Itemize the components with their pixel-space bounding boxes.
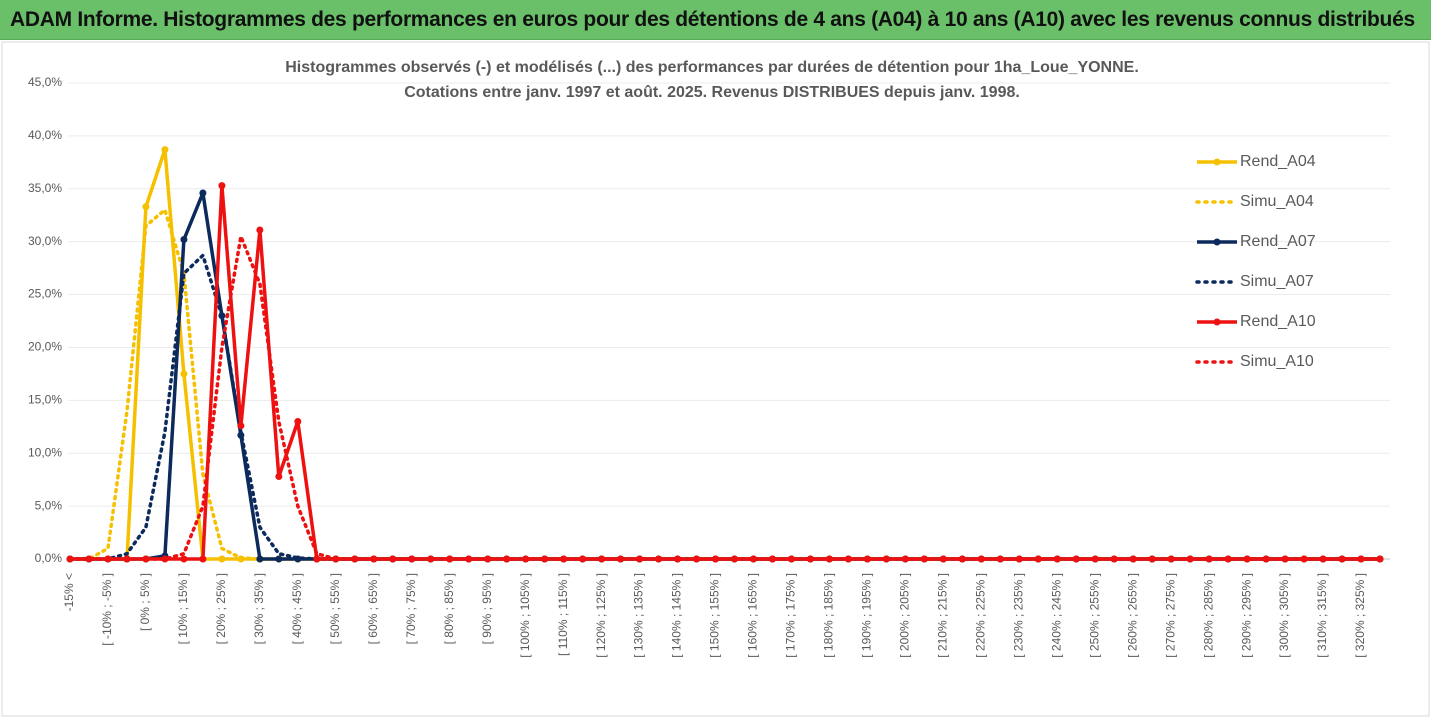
series-line <box>68 234 1382 561</box>
legend-label: Rend_A10 <box>1240 313 1316 330</box>
x-tick-label: [ 250% ; 255% ] <box>1087 573 1101 658</box>
x-tick-label: [ 200% ; 205% ] <box>898 573 912 658</box>
chart: Histogrammes observés (-) et modélisés (… <box>1 41 1430 717</box>
legend-marker <box>1213 318 1221 326</box>
point <box>218 182 226 190</box>
x-tick-label: [ 110% ; 115% ] <box>556 573 570 656</box>
chart-subtitle: Cotations entre janv. 1997 et août. 2025… <box>404 84 1020 101</box>
point <box>1034 555 1042 563</box>
legend-label: Simu_A10 <box>1240 353 1314 370</box>
y-tick-label: 25,0% <box>28 287 62 301</box>
y-tick-label: 0,0% <box>35 551 63 565</box>
x-tick-label: [ 130% ; 135% ] <box>632 573 646 658</box>
point <box>503 555 511 563</box>
header-title: ADAM Informe. Histogrammes des performan… <box>10 8 1415 31</box>
point <box>256 555 264 563</box>
legend-label: Simu_A07 <box>1240 273 1314 290</box>
point <box>142 203 150 211</box>
x-tick-label: [ 320% ; 325% ] <box>1353 573 1367 658</box>
x-tick-label: [ 190% ; 195% ] <box>860 573 874 658</box>
point <box>313 555 321 563</box>
x-tick-label: [ 230% ; 235% ] <box>1011 573 1025 658</box>
x-tick-label: [ 270% ; 275% ] <box>1163 573 1177 658</box>
point <box>180 555 188 563</box>
point <box>712 555 720 563</box>
y-tick-label: 40,0% <box>28 128 62 142</box>
legend-marker <box>1213 238 1221 246</box>
x-tick-label: [ 20% ; 25% ] <box>214 573 228 644</box>
x-tick-label: [ 210% ; 215% ] <box>936 573 950 658</box>
point <box>294 417 302 425</box>
x-tick-label: [ 120% ; 125% ] <box>594 573 608 658</box>
y-tick-label: 35,0% <box>28 181 62 195</box>
header-bar: ADAM Informe. Histogrammes des performan… <box>0 0 1431 40</box>
chart-title: Histogrammes observés (-) et modélisés (… <box>285 59 1139 76</box>
point <box>180 236 188 244</box>
point <box>180 370 188 378</box>
legend-label: Rend_A07 <box>1240 233 1316 250</box>
x-tick-label: [ 40% ; 45% ] <box>290 573 304 644</box>
point <box>579 555 587 563</box>
y-tick-label: 5,0% <box>35 498 63 512</box>
y-tick-label: 10,0% <box>28 445 62 459</box>
legend-label: Rend_A04 <box>1240 153 1316 170</box>
x-tick-label: [ 50% ; 55% ] <box>328 573 342 644</box>
x-tick-label: [ 310% ; 315% ] <box>1315 573 1329 658</box>
point <box>237 422 245 430</box>
point <box>636 555 644 563</box>
point <box>1300 555 1308 563</box>
point <box>1167 555 1175 563</box>
x-tick-label: [ -10% ; -5% ] <box>100 573 114 646</box>
legend-marker <box>1213 158 1221 166</box>
x-tick-label: [ 60% ; 65% ] <box>366 573 380 644</box>
x-tick-label: [ 0% ; 5% ] <box>138 573 152 631</box>
point <box>85 555 93 563</box>
point <box>199 555 207 563</box>
chart-border <box>1 41 1430 717</box>
point <box>370 555 378 563</box>
y-tick-label: 15,0% <box>28 393 62 407</box>
x-tick-label: [ 80% ; 85% ] <box>442 573 456 644</box>
x-tick-label: [ 100% ; 105% ] <box>518 573 532 658</box>
x-tick-label: [ 300% ; 305% ] <box>1277 573 1291 658</box>
x-tick-label: [ 160% ; 165% ] <box>746 573 760 658</box>
point <box>256 226 264 234</box>
point <box>275 555 283 563</box>
point <box>218 555 226 563</box>
x-tick-label: [ 90% ; 95% ] <box>480 573 494 644</box>
legend-label: Simu_A04 <box>1240 193 1314 210</box>
x-tick-label: [ 70% ; 75% ] <box>404 573 418 644</box>
x-tick-label: [ 240% ; 245% ] <box>1049 573 1063 658</box>
point <box>199 189 207 197</box>
x-tick-label: [ 10% ; 15% ] <box>176 573 190 644</box>
point <box>275 472 283 480</box>
x-tick-label: [ 220% ; 225% ] <box>973 573 987 658</box>
x-tick-label: [ 150% ; 155% ] <box>708 573 722 658</box>
point <box>446 555 454 563</box>
x-tick-label: [ 180% ; 185% ] <box>822 573 836 658</box>
x-tick-label: [ 30% ; 35% ] <box>252 573 266 644</box>
y-tick-label: 45,0% <box>28 75 62 89</box>
point <box>768 555 776 563</box>
x-tick-label: [ 280% ; 285% ] <box>1201 573 1215 658</box>
x-tick-label: [ 260% ; 265% ] <box>1125 573 1139 658</box>
x-tick-label: [ 170% ; 175% ] <box>784 573 798 658</box>
y-tick-label: 30,0% <box>28 234 62 248</box>
point <box>161 146 169 154</box>
x-tick-label: [ 140% ; 145% ] <box>670 573 684 658</box>
point <box>901 555 909 563</box>
x-tick-label: [ 290% ; 295% ] <box>1239 573 1253 658</box>
x-tick-label: -15% < <box>62 573 76 611</box>
y-tick-label: 20,0% <box>28 340 62 354</box>
